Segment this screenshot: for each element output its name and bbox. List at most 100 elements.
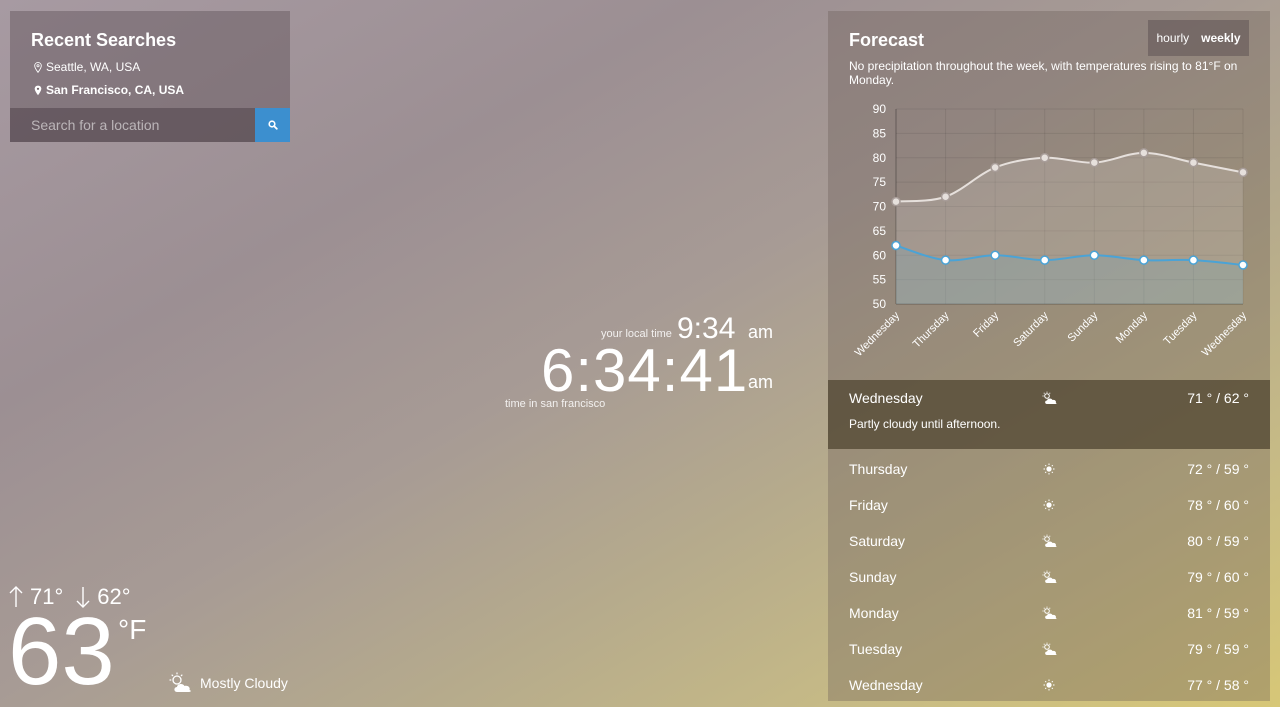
forecast-day-row[interactable]: Sunday 79 ° / 60 ° <box>828 559 1270 595</box>
y-tick-label: 90 <box>873 102 887 116</box>
partly-cloudy-icon <box>1042 534 1057 547</box>
data-point[interactable] <box>891 240 901 251</box>
search-icon <box>267 120 278 130</box>
local-time: 9:34 <box>677 312 736 345</box>
forecast-summary: No precipitation throughout the week, wi… <box>849 59 1238 87</box>
arrow-down-icon <box>76 587 90 608</box>
x-tick-label: Saturday <box>1011 309 1051 349</box>
x-tick-label: Monday <box>1114 309 1151 346</box>
x-tick-label: Sunday <box>1066 309 1101 344</box>
local-time-label: your local time <box>601 328 672 340</box>
day-name: Wednesday <box>849 390 923 406</box>
y-tick-label: 70 <box>873 200 887 214</box>
day-temps: 79 ° / 60 ° <box>1187 569 1249 585</box>
recent-item-san-francisco[interactable]: San Francisco, CA, USA <box>34 83 184 97</box>
data-point[interactable] <box>990 162 1000 173</box>
y-tick-label: 55 <box>873 273 887 287</box>
day-temps: 78 ° / 60 ° <box>1187 497 1249 513</box>
map-pin-outline-icon <box>34 61 42 73</box>
arrow-up-icon <box>9 586 23 607</box>
location-time: 6:34:41 <box>541 337 749 404</box>
data-point[interactable] <box>1188 157 1199 168</box>
forecast-mode-toggle: hourly weekly <box>1148 20 1249 56</box>
x-tick-label: Wednesday <box>1200 309 1250 359</box>
partly-cloudy-icon <box>1042 391 1057 404</box>
day-name: Wednesday <box>849 677 923 693</box>
data-point[interactable] <box>891 196 901 207</box>
partly-cloudy-icon <box>169 672 191 692</box>
y-tick-label: 80 <box>873 151 887 165</box>
forecast-day-row[interactable]: Saturday 80 ° / 59 ° <box>828 523 1270 559</box>
day-name: Thursday <box>849 461 908 477</box>
search-bar <box>10 108 290 142</box>
day-temps: 72 ° / 59 ° <box>1187 461 1249 477</box>
data-point[interactable] <box>940 192 951 202</box>
series-area <box>896 245 1243 304</box>
data-point[interactable] <box>1238 167 1248 178</box>
forecast-day-row[interactable]: Friday 78 ° / 60 ° <box>828 487 1270 523</box>
high-low-temps: 71° 62° <box>8 584 143 610</box>
day-name: Monday <box>849 605 899 621</box>
y-tick-label: 50 <box>873 297 887 311</box>
x-tick-label: Tuesday <box>1162 309 1200 347</box>
y-tick-label: 65 <box>873 224 887 238</box>
forecast-day-row[interactable]: Wednesday 71 ° / 62 ° Partly cloudy until … <box>828 380 1270 449</box>
forecast-day-row[interactable]: Tuesday 79 ° / 59 ° <box>828 631 1270 667</box>
partly-cloudy-icon <box>1042 606 1057 619</box>
data-point[interactable] <box>990 250 1000 260</box>
forecast-day-row[interactable]: Wednesday 77 ° / 58 ° <box>828 667 1270 701</box>
data-point[interactable] <box>1089 157 1100 168</box>
day-name: Friday <box>849 497 888 513</box>
y-tick-label: 85 <box>873 126 887 140</box>
sun-icon <box>1043 679 1055 691</box>
y-tick-label: 60 <box>873 248 887 262</box>
weekly-toggle[interactable]: weekly <box>1201 31 1241 45</box>
x-tick-label: Wednesday <box>853 309 903 359</box>
series-area <box>896 152 1243 304</box>
search-button[interactable] <box>255 108 290 142</box>
recent-searches-title: Recent Searches <box>31 30 177 50</box>
data-point[interactable] <box>1139 148 1149 158</box>
data-point[interactable] <box>1139 255 1149 265</box>
x-tick-label: Thursday <box>911 309 952 350</box>
day-name: Saturday <box>849 533 906 549</box>
map-pin-icon <box>34 85 42 95</box>
day-name: Sunday <box>849 569 897 585</box>
recent-searches-panel: Recent Searches Seattle, WA, USA San Fra… <box>10 11 290 142</box>
local-time-ampm: am <box>748 322 774 342</box>
data-point[interactable] <box>1039 255 1050 265</box>
forecast-day-row[interactable]: Thursday 72 ° / 59 ° <box>828 451 1270 487</box>
y-tick-label: 75 <box>873 175 887 189</box>
data-point[interactable] <box>1188 255 1199 265</box>
partly-cloudy-icon <box>1042 570 1057 583</box>
condition-label: Mostly Cloudy <box>200 675 288 691</box>
recent-item-seattle[interactable]: Seattle, WA, USA <box>34 60 140 74</box>
high-temp: 71° <box>30 584 64 609</box>
recent-item-label: Seattle, WA, USA <box>46 60 141 74</box>
day-temps: 79 ° / 59 ° <box>1187 641 1249 657</box>
day-temps: 81 ° / 59 ° <box>1187 605 1249 621</box>
day-temps: 80 ° / 59 ° <box>1187 533 1249 549</box>
forecast-day-list: Wednesday 71 ° / 62 ° Partly cloudy until … <box>828 380 1270 701</box>
data-point[interactable] <box>1238 260 1248 270</box>
location-time-ampm: am <box>748 372 774 392</box>
day-name: Tuesday <box>849 641 903 657</box>
temp-unit: °F <box>118 614 147 645</box>
data-point[interactable] <box>940 255 951 265</box>
x-tick-label: Friday <box>971 309 1001 339</box>
hourly-toggle[interactable]: hourly <box>1156 31 1190 45</box>
sun-icon <box>1043 463 1055 475</box>
data-point[interactable] <box>1039 153 1050 163</box>
forecast-day-row[interactable]: Monday 81 ° / 59 ° <box>828 595 1270 631</box>
forecast-panel: Forecast hourly weekly No precipitation … <box>828 11 1270 701</box>
partly-cloudy-icon <box>1042 642 1057 655</box>
day-description: Partly cloudy until afternoon. <box>849 417 1001 431</box>
current-condition: Mostly Cloudy <box>168 672 288 694</box>
location-search-input[interactable] <box>10 108 255 142</box>
current-temp: 63 <box>8 598 115 705</box>
forecast-title: Forecast <box>849 30 925 50</box>
sun-icon <box>1043 499 1055 511</box>
location-time-label: time in san francisco <box>505 398 606 410</box>
data-point[interactable] <box>1089 250 1100 260</box>
